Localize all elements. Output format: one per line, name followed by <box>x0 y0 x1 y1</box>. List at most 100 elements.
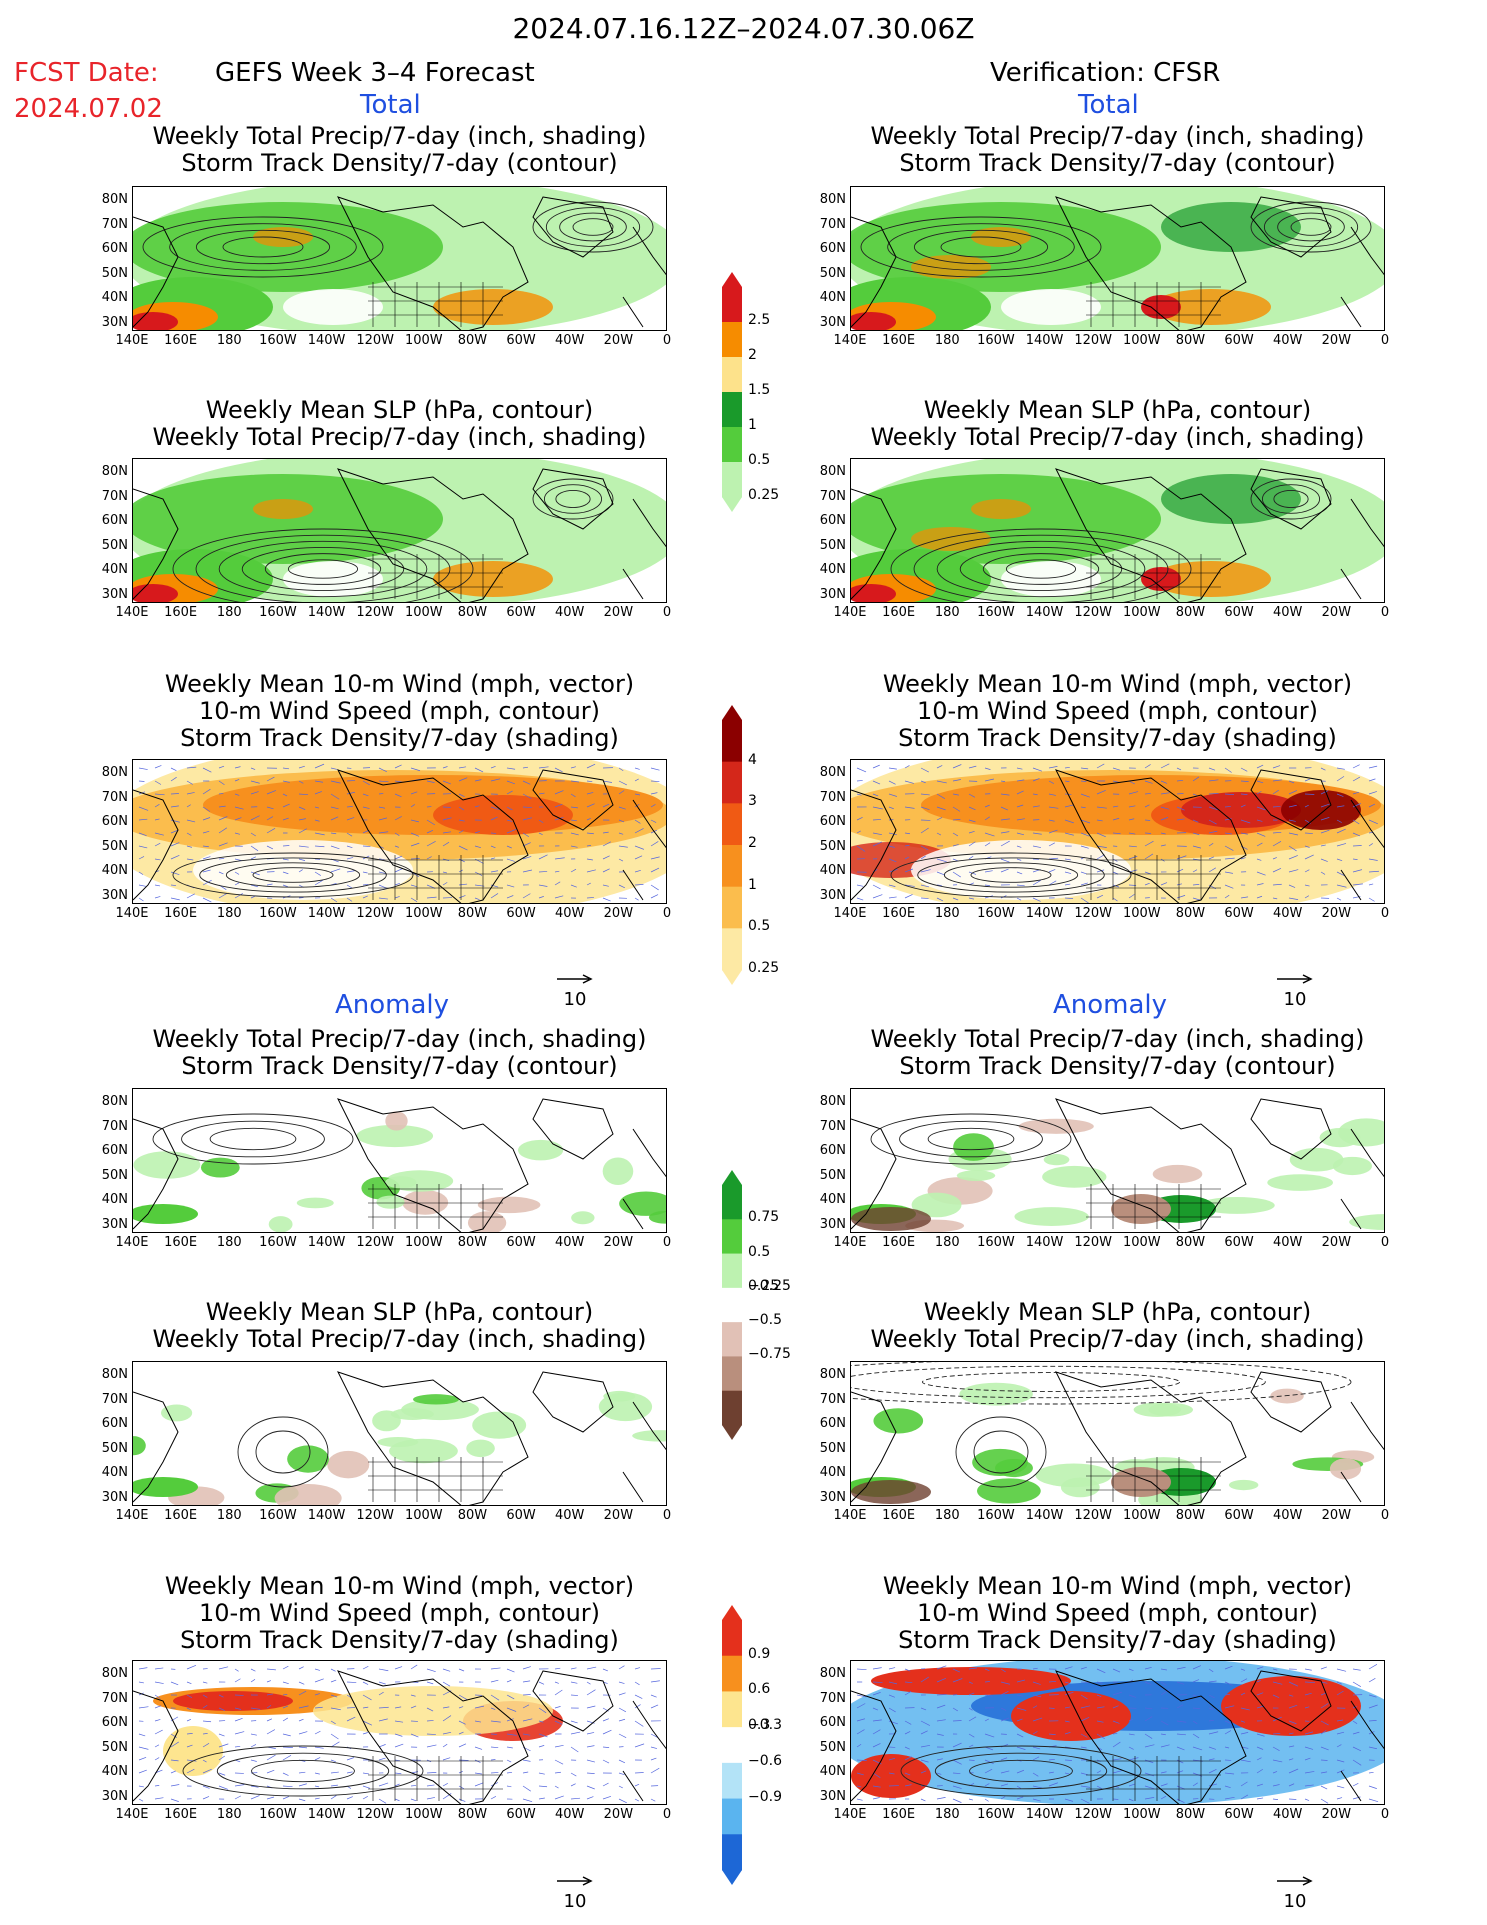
lon-label: 160W <box>259 1807 297 1822</box>
lat-label: 70N <box>101 1391 128 1407</box>
colorbar-cap <box>722 970 742 985</box>
forecast-title: GEFS Week 3–4 Forecast <box>215 58 535 88</box>
lat-label: 50N <box>101 1167 128 1183</box>
colorbar-cap <box>722 497 742 512</box>
map-plot <box>851 1098 1384 1232</box>
lat-label: 40N <box>101 290 128 305</box>
lon-label: 0 <box>662 605 672 620</box>
lat-label: 30N <box>819 586 846 602</box>
lat-label: 30N <box>819 1216 846 1232</box>
lon-label: 40W <box>1273 906 1303 921</box>
colorbar-label: 2.5 <box>748 312 771 328</box>
lat-label: 50N <box>101 1440 128 1456</box>
lon-label: 120W <box>1074 1807 1112 1822</box>
lat-label: 60N <box>101 814 128 829</box>
lon-label: 80W <box>1175 1508 1206 1523</box>
lat-label: 30N <box>101 1216 128 1232</box>
panel-title-line: Weekly Mean SLP (hPa, contour) <box>923 1298 1312 1326</box>
arrow-icon <box>1277 974 1313 984</box>
vector-scale-value: 10 <box>1283 989 1307 1010</box>
colorbar-label: 0.5 <box>748 1243 771 1260</box>
colorbar-storm_total <box>722 705 742 985</box>
lon-label: 40W <box>555 1508 585 1523</box>
lat-label: 80N <box>101 1367 128 1382</box>
lat-label: 80N <box>819 1666 846 1681</box>
lon-label: 20W <box>603 605 634 620</box>
lat-label: 80N <box>819 464 846 479</box>
panel-title-line: Weekly Mean SLP (hPa, contour) <box>205 396 594 424</box>
lat-label: 70N <box>101 1690 128 1706</box>
colorbar-label: 1.5 <box>748 382 771 398</box>
lat-label: 60N <box>819 1715 846 1730</box>
lon-label: 160W <box>259 906 297 921</box>
lat-label: 30N <box>101 314 128 330</box>
colorbar-precip_anom <box>722 1170 742 1440</box>
vector-scale-key-4: 10 <box>1275 1870 1315 1912</box>
lon-label: 40W <box>555 605 585 620</box>
map-panel <box>850 1361 1385 1506</box>
lon-label: 100W <box>404 906 443 921</box>
lon-label: 160E <box>164 906 198 921</box>
colorbar-label: 0.5 <box>748 918 771 935</box>
colorbar-label: 0.9 <box>748 1645 771 1662</box>
colorbar-swatch <box>722 322 742 358</box>
lat-label: 80N <box>819 1094 846 1109</box>
colorbar-swatch <box>722 886 742 929</box>
colorbar-label: 2 <box>748 347 757 363</box>
section-anomaly-left: Anomaly <box>335 990 450 1020</box>
lon-label: 80W <box>457 605 488 620</box>
lon-label: 180 <box>216 1807 242 1822</box>
lon-label: 140E <box>115 1508 149 1523</box>
map-plot <box>133 1664 666 1804</box>
lon-label: 40W <box>555 906 585 921</box>
lon-label: 140E <box>833 333 867 348</box>
vector-scale-key-2: 10 <box>1275 968 1315 1010</box>
lon-label: 60W <box>506 1508 536 1523</box>
lon-label: 140E <box>115 605 149 620</box>
lon-label: 140W <box>307 1508 346 1523</box>
lon-label: 100W <box>1122 605 1161 620</box>
lat-label: 70N <box>101 789 128 805</box>
vector-scale-value: 10 <box>1283 1891 1307 1912</box>
lat-label: 80N <box>101 1094 128 1109</box>
lon-label: 140W <box>1025 333 1064 348</box>
lon-label: 160E <box>882 1807 916 1822</box>
lat-label: 60N <box>819 1143 846 1158</box>
colorbar-swatch <box>722 1691 742 1728</box>
colorbar-label: −0.75 <box>748 1346 791 1363</box>
lat-label: 50N <box>819 537 846 553</box>
lat-label: 40N <box>101 1465 128 1480</box>
lat-label: 30N <box>819 1489 846 1505</box>
colorbar-cap <box>722 1870 742 1885</box>
lon-label: 60W <box>1224 906 1254 921</box>
lon-label: 120W <box>1074 1508 1112 1523</box>
lat-label: 80N <box>819 1367 846 1382</box>
lon-label: 0 <box>1380 605 1390 620</box>
lat-label: 60N <box>101 513 128 528</box>
panel-title-line: Storm Track Density/7-day (shading) <box>898 724 1337 752</box>
map-plot <box>851 187 1384 330</box>
lon-label: 60W <box>1224 605 1254 620</box>
colorbar-cap <box>722 705 742 720</box>
map-panel <box>132 759 667 904</box>
lon-label: 20W <box>603 1235 634 1250</box>
lon-label: 180 <box>934 1235 960 1250</box>
lon-label: 160E <box>164 1807 198 1822</box>
colorbar-label: −0.6 <box>748 1752 782 1769</box>
lon-label: 140E <box>115 906 149 921</box>
lon-label: 140E <box>115 333 149 348</box>
colorbar-swatch <box>722 392 742 428</box>
lat-label: 50N <box>819 1167 846 1183</box>
lon-label: 40W <box>1273 605 1303 620</box>
lon-label: 140W <box>307 906 346 921</box>
section-total-right: Total <box>1078 90 1139 120</box>
lat-label: 50N <box>101 265 128 281</box>
map-panel <box>132 1660 667 1805</box>
lon-label: 0 <box>662 333 672 348</box>
lon-label: 80W <box>1175 906 1206 921</box>
lon-label: 140E <box>833 1508 867 1523</box>
lat-label: 80N <box>101 1666 128 1681</box>
colorbar-swatch <box>722 427 742 463</box>
colorbar-label: −0.9 <box>748 1788 782 1805</box>
lon-label: 140W <box>307 333 346 348</box>
